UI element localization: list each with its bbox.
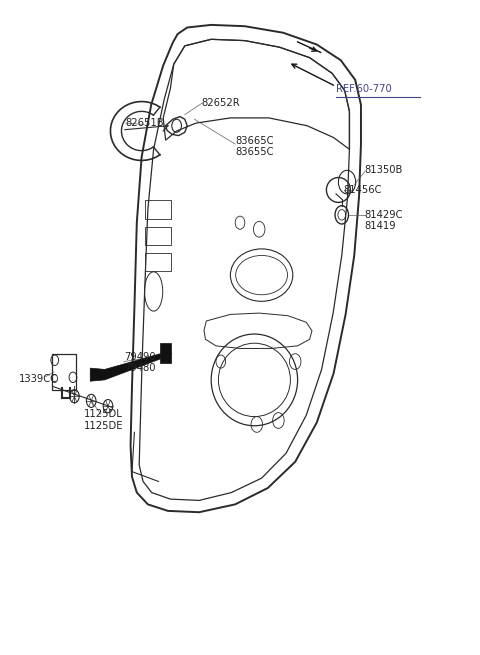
Text: 81429C: 81429C <box>365 210 403 220</box>
Polygon shape <box>90 354 160 381</box>
Text: 81350B: 81350B <box>365 165 403 176</box>
Text: 81456C: 81456C <box>344 185 382 195</box>
FancyBboxPatch shape <box>160 343 171 363</box>
Text: REF.60-770: REF.60-770 <box>336 84 392 94</box>
Text: 83665C: 83665C <box>235 136 274 146</box>
Text: 83655C: 83655C <box>235 147 274 157</box>
Text: 81419: 81419 <box>365 221 396 231</box>
Text: 1125DL: 1125DL <box>84 409 123 419</box>
Text: 79480: 79480 <box>124 363 156 373</box>
Text: 82651B: 82651B <box>126 118 164 128</box>
Text: 79490: 79490 <box>124 352 156 362</box>
Text: 1125DE: 1125DE <box>84 421 123 431</box>
Text: 1339CC: 1339CC <box>19 373 58 384</box>
Text: 82652R: 82652R <box>202 98 240 108</box>
